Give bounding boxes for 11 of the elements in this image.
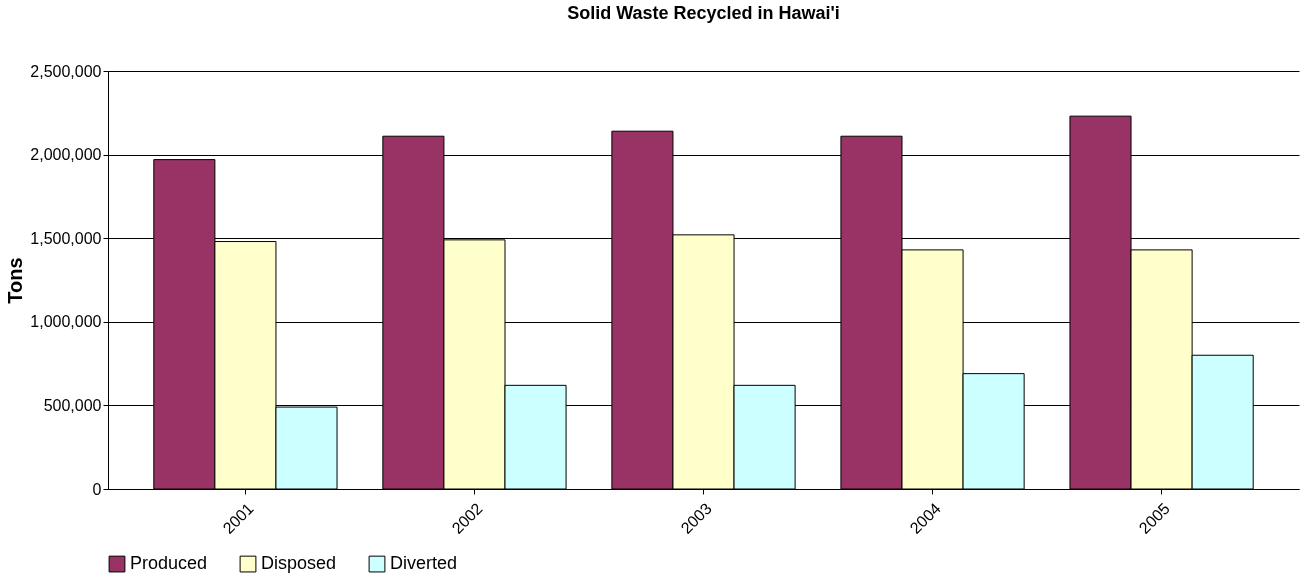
y-tick-label: 0 xyxy=(92,480,102,498)
legend-label: Diverted xyxy=(390,553,458,574)
legend-label: Disposed xyxy=(261,553,337,574)
y-tick-label: 500,000 xyxy=(43,396,102,414)
y-tick-label: 1,500,000 xyxy=(30,229,102,247)
legend-label: Produced xyxy=(130,553,208,574)
y-tick-label: 2,000,000 xyxy=(30,146,102,164)
chart-title: Solid Waste Recycled in Hawai'i xyxy=(567,3,840,23)
y-axis-title: Tons xyxy=(4,257,27,304)
y-tick-label: 2,500,000 xyxy=(30,62,102,80)
y-tick-label: 1,000,000 xyxy=(30,313,102,331)
